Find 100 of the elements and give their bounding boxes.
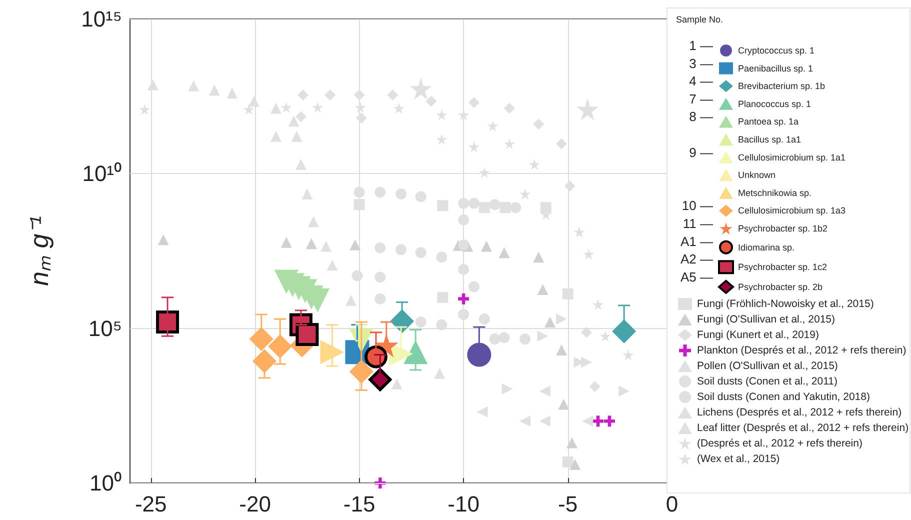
point xyxy=(374,272,386,283)
point xyxy=(582,416,594,427)
point xyxy=(243,104,254,115)
x-tick-label: -25 xyxy=(134,492,167,516)
point xyxy=(476,406,488,418)
text: 10 — xyxy=(682,198,713,214)
point xyxy=(489,334,500,345)
point xyxy=(312,102,324,113)
point xyxy=(436,134,448,145)
point xyxy=(270,130,282,142)
point xyxy=(415,316,426,328)
point xyxy=(537,330,548,342)
text: 3 — xyxy=(689,56,713,71)
point xyxy=(147,79,158,90)
point xyxy=(352,270,363,282)
point xyxy=(520,416,531,427)
x-tick-label: -20 xyxy=(239,492,271,516)
point xyxy=(468,281,480,292)
legend-label: Bacillus sp. 1a1 xyxy=(738,134,802,144)
point xyxy=(188,80,200,92)
point xyxy=(288,116,300,127)
point xyxy=(434,368,446,379)
point xyxy=(458,214,470,226)
point xyxy=(533,118,544,130)
legend-label: (Wex et al., 2015) xyxy=(697,453,780,465)
text: 8 — xyxy=(689,109,713,124)
point xyxy=(437,292,448,303)
point xyxy=(374,242,386,254)
x-tick-label: 0 xyxy=(666,492,678,516)
point xyxy=(280,236,292,248)
point xyxy=(320,340,344,364)
legend-label: Leaf litter (Després et al., 2012 + refs therein) xyxy=(697,422,909,434)
point xyxy=(374,186,386,198)
point xyxy=(537,284,548,296)
point xyxy=(556,138,568,150)
point xyxy=(592,416,604,427)
legend-label: Idiomarina sp. xyxy=(738,242,795,252)
x-tick-label: -15 xyxy=(343,492,376,516)
point xyxy=(345,294,356,306)
point xyxy=(415,191,426,202)
point xyxy=(570,458,581,470)
point xyxy=(208,84,220,96)
point xyxy=(248,96,260,107)
legend-label: Cryptococcus sp. 1 xyxy=(738,46,815,56)
point xyxy=(592,298,604,310)
point xyxy=(320,240,332,252)
legend-label: Paenibacillus sp. 1 xyxy=(738,63,814,74)
point xyxy=(350,239,361,250)
y-tick-label: 10¹⁵ xyxy=(81,6,122,32)
point xyxy=(504,138,515,150)
text: A2 — xyxy=(680,252,713,267)
point xyxy=(468,141,480,152)
point xyxy=(437,200,448,212)
x-tick-label: -5 xyxy=(558,492,578,516)
point xyxy=(354,199,365,210)
point xyxy=(458,239,470,250)
legend-label: Psychrobacter sp. 1c2 xyxy=(738,262,828,272)
point xyxy=(458,309,470,320)
text: A5 — xyxy=(680,269,713,284)
text: 4 — xyxy=(689,74,713,89)
legend-label: Fungi (Kunert et al., 2019) xyxy=(697,329,819,341)
legend-label: Plankton (Després et al., 2012 + refs therein) xyxy=(697,344,906,356)
legend-label: Fungi (O'Sullivan et al., 2015) xyxy=(697,314,835,326)
point xyxy=(354,186,365,198)
point xyxy=(574,226,585,238)
point xyxy=(539,416,550,427)
legend-label: Psychrobacter sp. 1b2 xyxy=(738,224,828,234)
point xyxy=(600,330,611,342)
point xyxy=(540,202,552,214)
point xyxy=(618,386,630,397)
point xyxy=(296,323,319,346)
point xyxy=(391,378,402,390)
point xyxy=(426,96,437,107)
point xyxy=(622,349,634,360)
legend-label: Planococcus sp. 1 xyxy=(738,98,812,109)
legend-label: Fungi (Fröhlich-Nowoisky et al., 2015) xyxy=(697,298,874,310)
legend-label: (Després et al., 2012 + refs therein) xyxy=(697,438,862,450)
point xyxy=(604,416,615,427)
point xyxy=(306,238,317,250)
y-tick-label: 10⁰ xyxy=(90,470,122,496)
legend-label: Soil dusts (Conen et al., 2011) xyxy=(697,376,838,388)
point xyxy=(566,437,578,448)
point xyxy=(396,188,406,200)
point xyxy=(436,319,448,330)
point xyxy=(520,188,531,200)
point xyxy=(510,202,522,214)
point xyxy=(280,102,292,113)
point xyxy=(226,88,238,99)
legend-label: Lichens (Després et al., 2012 + refs therein) xyxy=(697,406,902,418)
legend-label: Brevibacterium sp. 1b xyxy=(738,81,826,92)
point xyxy=(326,260,338,271)
point xyxy=(562,456,574,468)
text: 9 — xyxy=(689,144,713,160)
point xyxy=(158,234,169,246)
point xyxy=(498,332,510,344)
point xyxy=(589,381,600,392)
point xyxy=(581,356,592,368)
text: A1 — xyxy=(680,234,713,249)
legend-label: Pantoea sp. 1a xyxy=(738,116,799,127)
point xyxy=(270,102,282,114)
